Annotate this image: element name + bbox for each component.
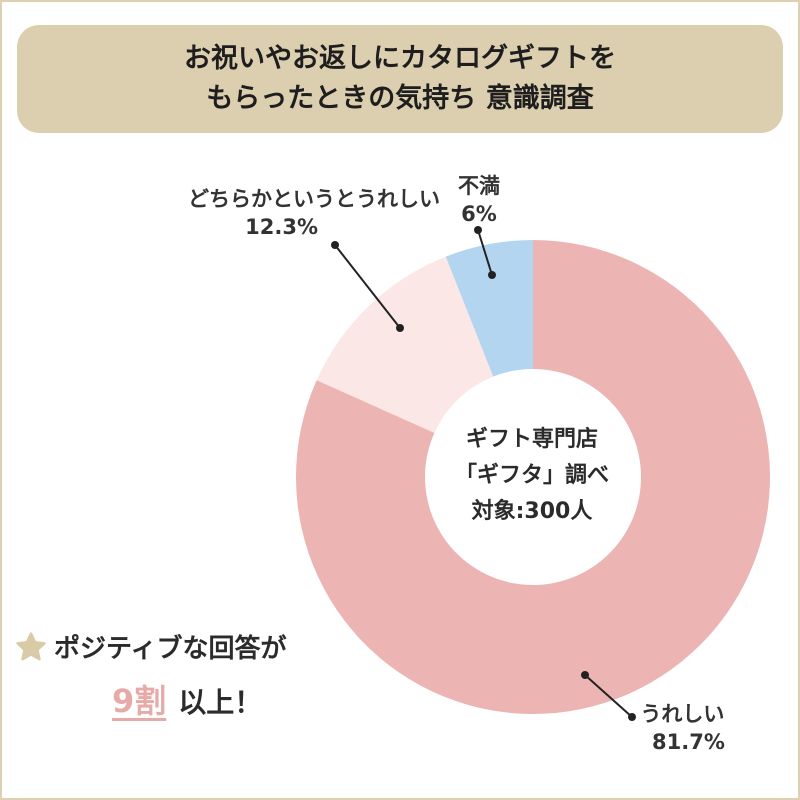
- label-name: 不満: [458, 174, 500, 198]
- label-name: うれしい: [640, 702, 725, 726]
- callout-highlight: 9割: [112, 682, 167, 720]
- label-happy: うれしい 81.7%: [640, 700, 725, 756]
- title-line-1: お祝いやお返しにカタログギフトを: [184, 43, 616, 74]
- leader-dot: [331, 241, 339, 249]
- callout-line-1: ポジティブな回答が: [14, 628, 286, 665]
- label-somewhat-happy: どちらかというとうれしい 12.3%: [118, 185, 440, 241]
- star-icon: [16, 631, 46, 660]
- leader-line-2: [477, 229, 493, 276]
- leader-dot: [396, 324, 404, 332]
- leader-dot: [474, 226, 482, 234]
- slice-0: [295, 240, 770, 714]
- slice-1: [316, 256, 494, 433]
- label-value: 81.7%: [652, 730, 725, 754]
- leader-line-1: [334, 244, 401, 329]
- center-text: ギフト専門店 「ギフタ」調べ 対象:300人: [432, 422, 632, 530]
- center-line-2: 「ギフタ」調べ: [454, 463, 609, 488]
- label-name: どちらかというとうれしい: [188, 187, 440, 211]
- callout-rest: 以上！: [178, 686, 263, 719]
- label-value: 12.3%: [245, 215, 318, 239]
- leader-line-0: [584, 674, 633, 718]
- leader-dot: [581, 671, 589, 679]
- title-line-2: もらったときの気持ち 意識調査: [206, 83, 594, 114]
- center-line-1: ギフト専門店: [465, 427, 598, 452]
- slice-2: [445, 240, 533, 377]
- label-value: 6%: [461, 202, 497, 226]
- callout-line-2: 9割 以上！: [112, 676, 262, 722]
- callout-text: ポジティブな回答が: [54, 634, 287, 664]
- label-dissatisfied: 不満 6%: [458, 172, 500, 228]
- center-line-3: 対象:300人: [471, 499, 593, 524]
- leader-dot: [628, 713, 636, 721]
- title-banner: お祝いやお返しにカタログギフトを もらったときの気持ち 意識調査: [17, 25, 783, 133]
- leader-dot: [488, 271, 496, 279]
